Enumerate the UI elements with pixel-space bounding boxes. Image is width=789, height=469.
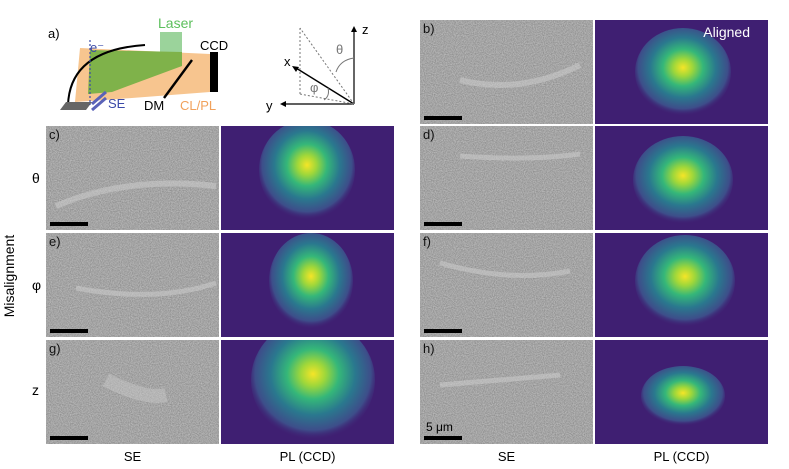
panel-b-pl: Aligned [595, 20, 768, 124]
panel-label-d: d) [423, 127, 435, 142]
col-label-se-left: SE [123, 449, 142, 464]
axis-y-label: y [266, 98, 273, 113]
axis-x-label: x [284, 54, 291, 69]
panel-g-pl [221, 340, 394, 444]
panel-c-se: c) [46, 126, 219, 230]
scale-bar [424, 222, 462, 226]
row-label-z: z [32, 382, 39, 398]
panel-label-b: b) [423, 21, 435, 36]
panel-label-h: h) [423, 341, 435, 356]
panel-d-pl [595, 126, 768, 230]
panel-label-g: g) [49, 341, 61, 356]
panel-e-pl [221, 233, 394, 337]
scale-bar [50, 436, 88, 440]
electron-label: e⁻ [90, 40, 105, 55]
panel-h-pl [595, 340, 768, 444]
panel-d-se: d) [420, 126, 593, 230]
scale-bar [50, 222, 88, 226]
col-label-se-right: SE [497, 449, 516, 464]
panel-g-se: g) [46, 340, 219, 444]
clpl-label: CL/PL [180, 98, 217, 113]
panel-e-se: e) [46, 233, 219, 337]
scale-bar [424, 116, 462, 120]
inset-axes [221, 184, 229, 224]
axis-z-label: z [362, 22, 369, 37]
ccd-label: CCD [200, 38, 229, 53]
row-label-theta: θ [32, 170, 40, 186]
panel-f-se: f) [420, 233, 593, 337]
panel-label-e: e) [49, 234, 61, 249]
panel-f-pl [595, 233, 768, 337]
aligned-label: Aligned [703, 24, 750, 40]
panel-label-c: c) [49, 127, 60, 142]
panel-label-a: a) [48, 26, 60, 41]
laser-label: Laser [158, 15, 194, 31]
panel-label-f: f) [423, 234, 431, 249]
misalignment-label: Misalignment [1, 234, 17, 318]
phi-label: φ [310, 80, 319, 95]
scale-bar [424, 329, 462, 333]
axes-drawing [280, 26, 357, 107]
row-label-phi: φ [32, 277, 42, 293]
scale-bar [424, 436, 462, 440]
col-label-pl-right: PL (CCD) [653, 449, 710, 464]
dm-label: DM [144, 98, 165, 113]
axes-diagram: z y x θ φ [258, 18, 378, 116]
panel-b-se: b) [420, 20, 593, 124]
col-label-pl-left: PL (CCD) [279, 449, 336, 464]
scale-bar-label: 5 μm [426, 420, 453, 434]
theta-label: θ [336, 42, 344, 57]
schematic-drawing [60, 32, 218, 112]
schematic: a) Laser CCD e⁻ SE DM CL/PL [40, 10, 240, 125]
se-label: SE [108, 96, 126, 111]
scale-bar [50, 329, 88, 333]
panel-c-pl: x y [221, 126, 394, 230]
panel-h-se: h) 5 μm [420, 340, 593, 444]
